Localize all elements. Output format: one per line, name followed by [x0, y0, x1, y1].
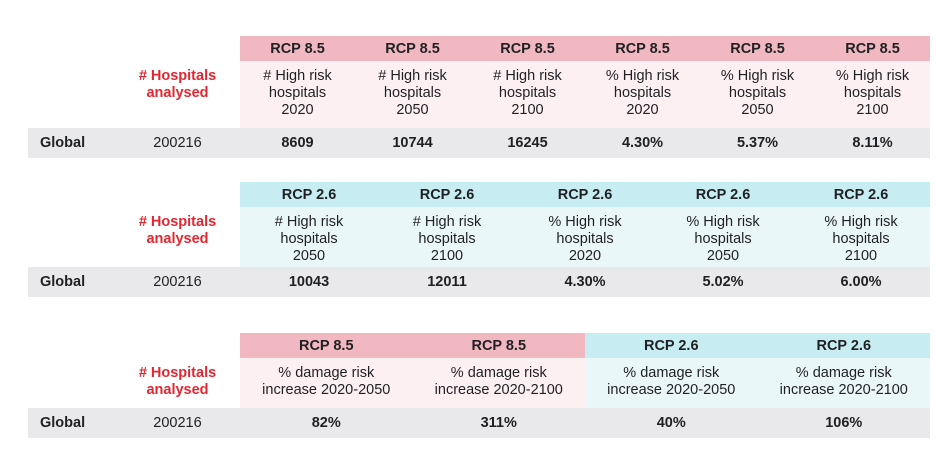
scenario-header-cell: RCP 8.5 [700, 36, 815, 61]
column-label-row: # Hospitals analysed # High risk hospita… [0, 61, 930, 128]
data-value-cell: 16245 [507, 135, 548, 151]
hospitals-analysed-label: # Hospitals analysed [138, 365, 217, 398]
data-value-cell: 82% [311, 415, 341, 431]
data-value-cell: 4.30% [564, 274, 606, 290]
scenario-header-cell: RCP 2.6 [516, 182, 654, 207]
data-value-cell: 6.00% [840, 274, 882, 290]
scenario-header-row: RCP 8.5 RCP 8.5 RCP 2.6 RCP 2.6 [0, 333, 930, 358]
data-value-cell: 10043 [288, 274, 330, 290]
table-damage-risk-increase: RCP 8.5 RCP 8.5 RCP 2.6 RCP 2.6 # Hospit… [0, 333, 930, 438]
scenario-header-row: RCP 8.5 RCP 8.5 RCP 8.5 RCP 8.5 RCP 8.5 … [0, 36, 930, 61]
hospitals-analysed-value: 200216 [153, 135, 202, 151]
table-rcp85-high-risk-hospitals: RCP 8.5 RCP 8.5 RCP 8.5 RCP 8.5 RCP 8.5 … [0, 36, 930, 158]
column-label-cell: # High risk hospitals 2050 [240, 207, 378, 267]
table-row-global: Global 200216 8609 10744 16245 4.30% 5.3… [0, 128, 930, 158]
scenario-header-cell: RCP 8.5 [585, 36, 700, 61]
column-label-row: # Hospitals analysed % damage risk incre… [0, 358, 930, 408]
hospitals-analysed-value: 200216 [153, 415, 202, 431]
column-label-cell: % damage risk increase 2020-2050 [240, 358, 413, 408]
column-label-cell: # High risk hospitals 2100 [470, 61, 585, 128]
spacer-cell [115, 182, 240, 207]
row-label: Global [40, 274, 86, 290]
spacer-cell [0, 207, 115, 267]
data-value-cell: 10744 [392, 135, 433, 151]
scenario-header-cell: RCP 2.6 [792, 182, 930, 207]
data-value-cell: 311% [480, 415, 517, 431]
scenario-header-cell: RCP 8.5 [240, 36, 355, 61]
scenario-header-cell: RCP 2.6 [757, 333, 930, 358]
column-label-cell: # High risk hospitals 2100 [378, 207, 516, 267]
hospitals-analysed-label: # Hospitals analysed [138, 214, 217, 247]
column-label-cell: % High risk hospitals 2100 [815, 61, 930, 128]
data-value-cell: 106% [825, 415, 863, 431]
spacer-cell [0, 36, 115, 61]
column-label-cell: # High risk hospitals 2050 [355, 61, 470, 128]
column-label-cell: % damage risk increase 2020-2050 [585, 358, 758, 408]
scenario-header-cell: RCP 2.6 [654, 182, 792, 207]
column-label-cell: % High risk hospitals 2020 [516, 207, 654, 267]
column-label-cell: % High risk hospitals 2050 [654, 207, 792, 267]
column-label-cell: % High risk hospitals 2050 [700, 61, 815, 128]
column-label-cell: % damage risk increase 2020-2100 [412, 358, 585, 408]
spacer-cell [0, 61, 115, 128]
table-rcp26-high-risk-hospitals: RCP 2.6 RCP 2.6 RCP 2.6 RCP 2.6 RCP 2.6 … [0, 182, 930, 297]
data-value-cell: 8609 [281, 135, 314, 151]
row-label: Global [40, 415, 86, 431]
scenario-header-row: RCP 2.6 RCP 2.6 RCP 2.6 RCP 2.6 RCP 2.6 [0, 182, 930, 207]
spacer-cell [115, 36, 240, 61]
hospitals-analysed-label: # Hospitals analysed [138, 68, 217, 101]
column-label-cell: # High risk hospitals 2020 [240, 61, 355, 128]
scenario-header-cell: RCP 8.5 [355, 36, 470, 61]
scenario-header-cell: RCP 2.6 [585, 333, 758, 358]
data-value-cell: 5.02% [702, 274, 744, 290]
column-label-cell: % High risk hospitals 2020 [585, 61, 700, 128]
table-row-global: Global 200216 10043 12011 4.30% 5.02% 6.… [0, 267, 930, 297]
spacer-cell [0, 358, 115, 408]
data-value-cell: 12011 [427, 274, 467, 290]
scenario-header-cell: RCP 8.5 [815, 36, 930, 61]
table-row-global: Global 200216 82% 311% 40% 106% [0, 408, 930, 438]
row-label: Global [40, 135, 86, 151]
hospitals-analysed-value: 200216 [153, 274, 202, 290]
column-label-cell: % damage risk increase 2020-2100 [757, 358, 930, 408]
spacer-cell [0, 182, 115, 207]
scenario-header-cell: RCP 8.5 [240, 333, 413, 358]
data-value-cell: 5.37% [736, 135, 779, 151]
column-label-cell: % High risk hospitals 2100 [792, 207, 930, 267]
scenario-header-cell: RCP 8.5 [412, 333, 585, 358]
data-value-cell: 8.11% [852, 135, 893, 151]
spacer-cell [115, 333, 240, 358]
scenario-header-cell: RCP 2.6 [378, 182, 516, 207]
spacer-cell [0, 333, 115, 358]
data-value-cell: 40% [656, 415, 686, 431]
data-value-cell: 4.30% [621, 135, 664, 151]
column-label-row: # Hospitals analysed # High risk hospita… [0, 207, 930, 267]
scenario-header-cell: RCP 8.5 [470, 36, 585, 61]
scenario-header-cell: RCP 2.6 [240, 182, 378, 207]
